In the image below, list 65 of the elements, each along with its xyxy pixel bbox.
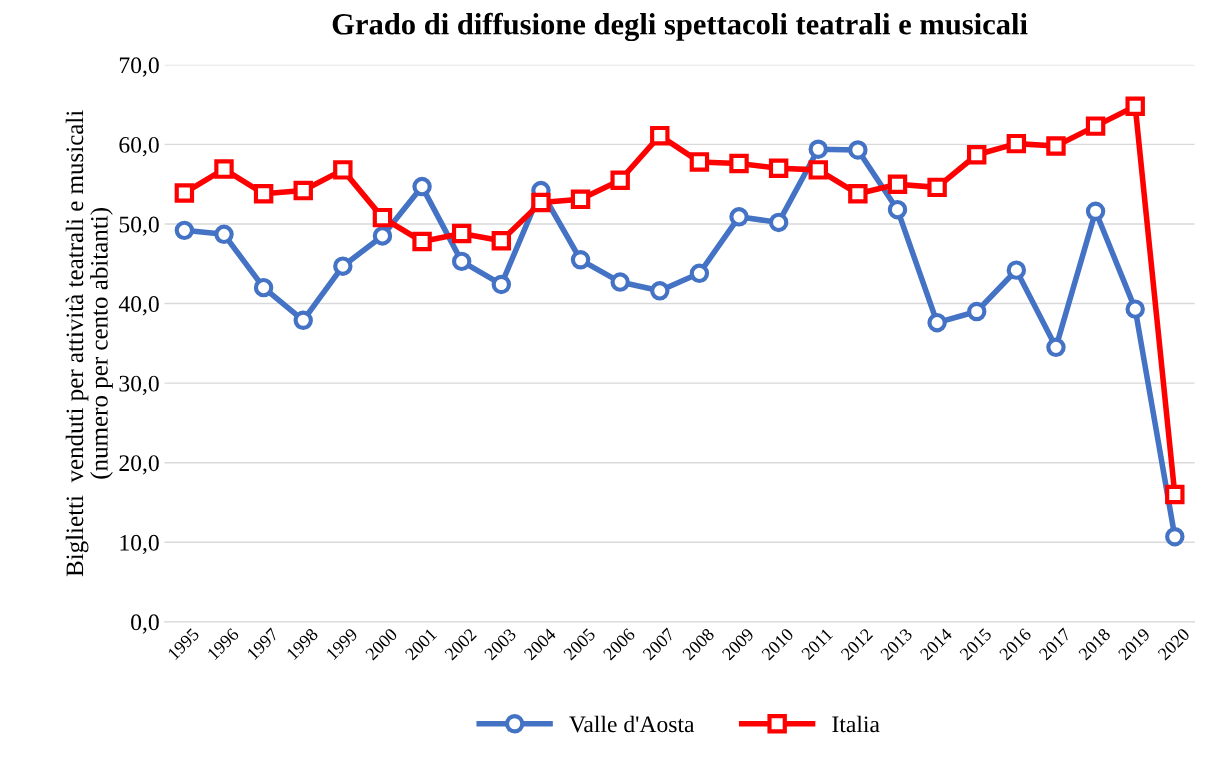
point xyxy=(531,192,551,213)
point xyxy=(333,256,353,276)
point xyxy=(650,281,670,301)
point xyxy=(570,189,591,210)
point xyxy=(412,176,432,197)
point xyxy=(333,160,353,180)
point xyxy=(491,274,512,295)
point xyxy=(214,159,234,179)
point xyxy=(689,152,710,172)
point xyxy=(1046,136,1066,156)
legend-label: Valle d'Aosta xyxy=(569,715,695,733)
point xyxy=(1006,260,1027,280)
point xyxy=(1046,337,1066,358)
point xyxy=(768,212,789,233)
point xyxy=(1165,484,1185,505)
point xyxy=(174,220,195,241)
point xyxy=(451,223,472,244)
point xyxy=(412,231,432,252)
point xyxy=(372,207,393,228)
point xyxy=(1085,116,1106,136)
point xyxy=(451,251,472,272)
chart-title: Grado di diffusione degli spettacoli teatrali e musicali xyxy=(332,12,1028,42)
y-tick-label: 10,0 xyxy=(120,534,159,555)
y-tick-label: 20,0 xyxy=(119,455,159,475)
point xyxy=(372,226,393,246)
point xyxy=(491,230,512,251)
y-axis-title: Biglietti venduti per attività teatrali e musicali (numero per cento abitanti) xyxy=(65,110,113,577)
point xyxy=(570,250,591,270)
point xyxy=(887,199,908,220)
point xyxy=(927,312,947,333)
point xyxy=(293,310,313,330)
point xyxy=(253,184,274,204)
y-tick-label: 0,0 xyxy=(131,614,159,634)
y-tick-label: 30,0 xyxy=(119,375,159,395)
legend-label: Italia xyxy=(832,715,880,733)
point xyxy=(729,207,749,227)
point xyxy=(1006,133,1027,154)
point xyxy=(174,183,195,203)
point xyxy=(689,263,710,284)
point xyxy=(729,153,749,174)
point xyxy=(610,170,630,190)
point xyxy=(808,139,828,159)
point xyxy=(1085,201,1106,221)
y-tick-label: 50,0 xyxy=(119,216,159,236)
y-tick-label: 60,0 xyxy=(119,136,159,157)
point xyxy=(808,160,828,180)
point xyxy=(966,145,987,165)
point xyxy=(768,158,789,179)
point xyxy=(1125,299,1145,319)
point xyxy=(214,224,234,245)
x-tick-label: 2001 xyxy=(404,627,438,661)
point xyxy=(1125,96,1145,116)
point xyxy=(1165,526,1185,547)
point xyxy=(848,140,868,160)
point xyxy=(927,177,947,198)
point xyxy=(848,184,868,204)
y-tick-label: 40,0 xyxy=(118,296,159,316)
point xyxy=(253,277,274,298)
point xyxy=(650,125,670,146)
point xyxy=(610,272,630,292)
point xyxy=(887,174,908,194)
x-tick-label: 2011 xyxy=(800,627,834,661)
point xyxy=(293,180,313,201)
y-tick-label: 70,0 xyxy=(119,57,159,77)
point xyxy=(966,301,987,322)
